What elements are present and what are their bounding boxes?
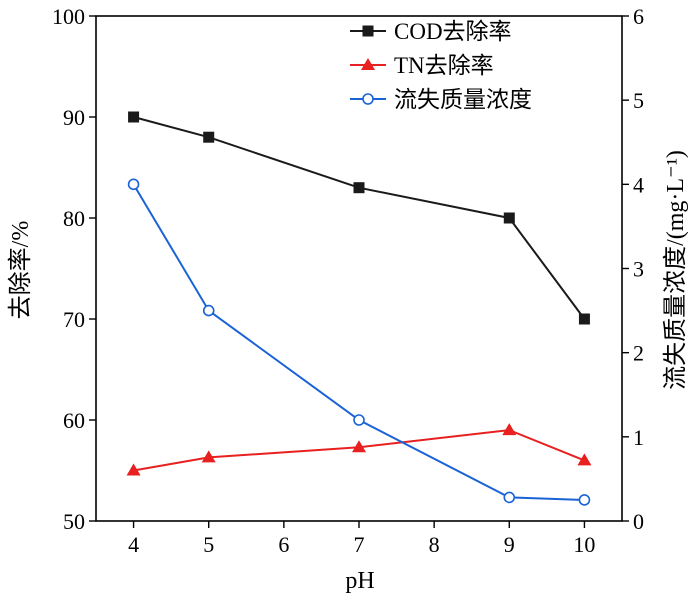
data-point [577, 453, 592, 466]
right-y-tick-label: 1 [633, 425, 644, 450]
left-y-tick-label: 90 [63, 105, 85, 130]
right-y-tick-label: 2 [633, 341, 644, 366]
data-point [352, 440, 366, 453]
left-y-tick-label: 50 [63, 509, 85, 534]
right-y-tick-label: 3 [633, 257, 644, 282]
right-y-axis-title: 流失质量浓度/(mg·L⁻¹) [662, 150, 689, 390]
legend-item: TN去除率 [350, 53, 494, 78]
legend-marker [362, 25, 374, 37]
x-tick-label: 6 [278, 532, 289, 557]
series-3 [127, 178, 591, 506]
legend-marker [361, 58, 375, 70]
x-axis-title: pH [345, 568, 374, 594]
data-point [201, 450, 216, 463]
x-tick-label: 7 [354, 532, 365, 557]
left-y-tick-label: 70 [63, 307, 85, 332]
data-point [578, 494, 591, 506]
data-point [503, 491, 516, 504]
data-point [128, 111, 140, 123]
legend-label: COD去除率 [394, 19, 512, 44]
data-point [353, 182, 365, 194]
left-y-tick-label: 100 [52, 4, 85, 29]
right-y-tick-label: 0 [633, 509, 644, 534]
x-tick-label: 5 [203, 532, 214, 557]
left-y-tick-label: 80 [63, 206, 85, 231]
left-y-tick-label: 60 [63, 408, 85, 433]
legend-item: 流失质量浓度 [350, 87, 532, 112]
right-y-tick-label: 5 [633, 88, 644, 113]
x-axis-ticks: 4 5 6 7 8 9 10 [128, 521, 595, 557]
data-point [503, 212, 515, 224]
legend-label: TN去除率 [394, 53, 494, 78]
legend-item: COD去除率 [350, 19, 512, 44]
data-point [127, 178, 140, 191]
data-point [202, 304, 215, 317]
x-tick-label: 4 [128, 532, 139, 557]
right-y-axis-ticks: 0 1 2 3 4 5 6 [622, 4, 644, 534]
x-tick-label: 9 [504, 532, 515, 557]
series-2 [126, 423, 592, 476]
right-y-tick-label: 4 [633, 172, 644, 197]
data-point [126, 463, 141, 476]
data-point [578, 313, 590, 325]
left-y-axis-title: 去除率/% [7, 221, 34, 320]
left-y-axis-ticks: 50 60 70 80 90 100 [52, 4, 96, 534]
data-point [353, 414, 365, 426]
legend-label: 流失质量浓度 [394, 87, 532, 112]
series-line [133, 116, 586, 320]
series-1 [128, 111, 590, 325]
series-layer [126, 111, 592, 506]
data-point [203, 131, 215, 143]
series-line [132, 183, 585, 501]
x-tick-label: 10 [573, 532, 595, 557]
right-y-tick-label: 6 [633, 4, 644, 29]
legend-marker [362, 93, 374, 105]
x-tick-label: 8 [429, 532, 440, 557]
data-point [502, 423, 517, 436]
